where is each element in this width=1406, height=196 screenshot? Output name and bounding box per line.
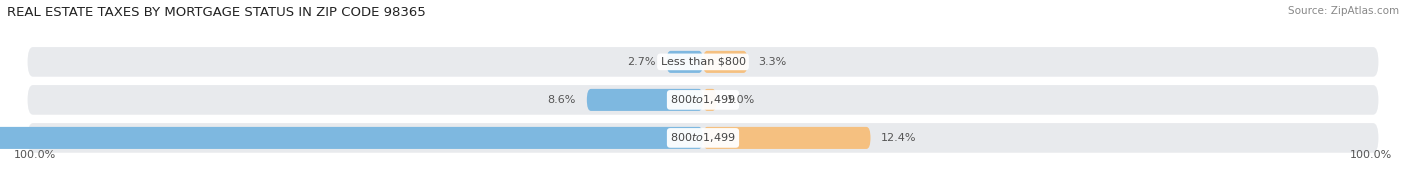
FancyBboxPatch shape xyxy=(703,89,717,111)
FancyBboxPatch shape xyxy=(28,47,1378,77)
Text: 2.7%: 2.7% xyxy=(627,57,655,67)
FancyBboxPatch shape xyxy=(0,127,703,149)
Text: 8.6%: 8.6% xyxy=(548,95,576,105)
Text: 100.0%: 100.0% xyxy=(14,150,56,160)
FancyBboxPatch shape xyxy=(28,85,1378,115)
Text: $800 to $1,499: $800 to $1,499 xyxy=(671,131,735,144)
Text: 1.0%: 1.0% xyxy=(727,95,755,105)
FancyBboxPatch shape xyxy=(28,123,1378,153)
FancyBboxPatch shape xyxy=(666,51,703,73)
Text: REAL ESTATE TAXES BY MORTGAGE STATUS IN ZIP CODE 98365: REAL ESTATE TAXES BY MORTGAGE STATUS IN … xyxy=(7,6,426,19)
Text: Less than $800: Less than $800 xyxy=(661,57,745,67)
Text: 3.3%: 3.3% xyxy=(758,57,786,67)
Text: 100.0%: 100.0% xyxy=(1350,150,1392,160)
FancyBboxPatch shape xyxy=(703,127,870,149)
FancyBboxPatch shape xyxy=(586,89,703,111)
Text: 12.4%: 12.4% xyxy=(882,133,917,143)
Text: $800 to $1,499: $800 to $1,499 xyxy=(671,93,735,106)
Text: Source: ZipAtlas.com: Source: ZipAtlas.com xyxy=(1288,6,1399,16)
FancyBboxPatch shape xyxy=(703,51,748,73)
